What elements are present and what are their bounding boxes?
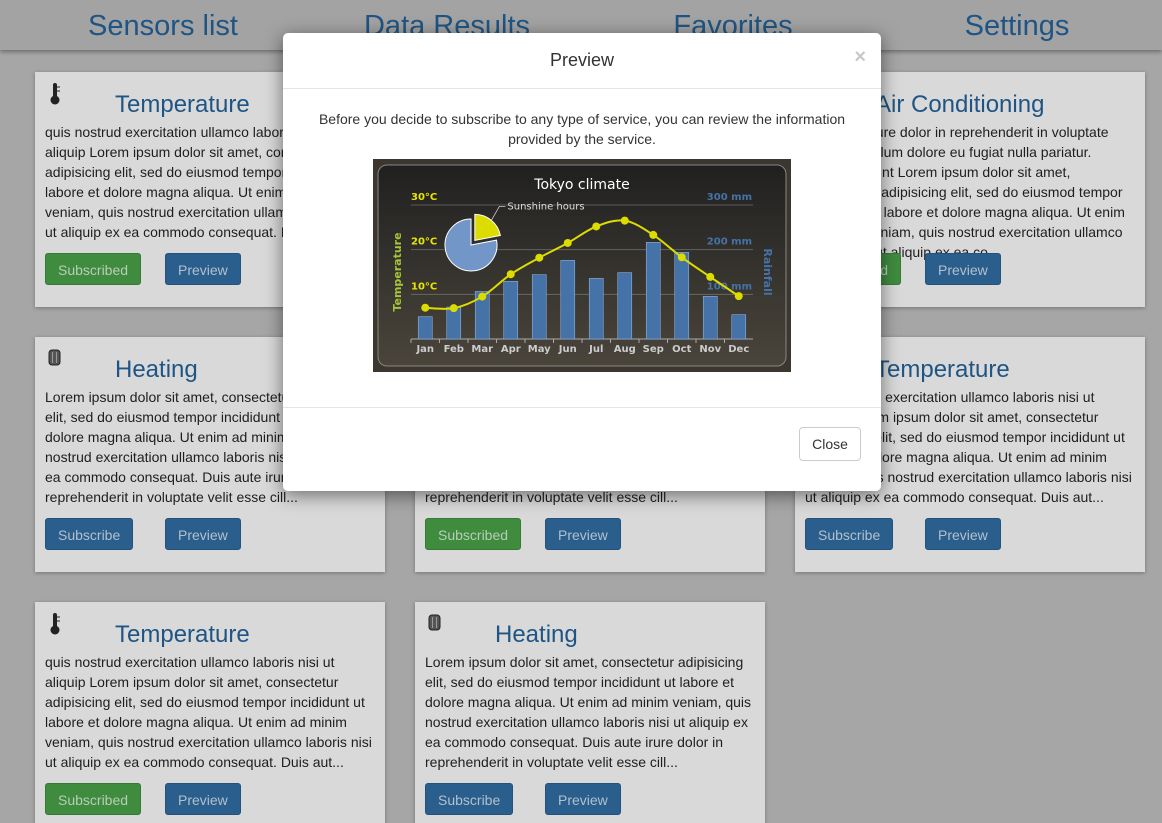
x-tick-label: Nov xyxy=(699,344,721,355)
modal-text: Before you decide to subscribe to any ty… xyxy=(318,111,846,147)
pie-slice xyxy=(444,218,498,272)
preview-modal: Preview × Before you decide to subscribe… xyxy=(283,33,881,491)
thermometer-icon xyxy=(50,613,60,635)
preview-button[interactable]: Preview xyxy=(545,783,621,815)
y-axis-title: Temperature xyxy=(391,232,404,311)
line-point xyxy=(677,253,686,262)
card-title: Heating xyxy=(495,621,578,648)
x-tick-label: Sep xyxy=(643,344,664,355)
card-title: Temperature xyxy=(875,356,1010,383)
x-tick-label: Dec xyxy=(728,344,749,355)
modal-footer xyxy=(283,407,881,408)
bar xyxy=(702,295,718,340)
y-tick-label: 30°C xyxy=(411,192,437,203)
card-title: Temperature xyxy=(115,621,250,648)
preview-button[interactable]: Preview xyxy=(545,518,621,550)
bar xyxy=(560,260,576,340)
line-point xyxy=(649,230,658,239)
y2-tick-label: 200 mm xyxy=(707,237,752,248)
preview-button[interactable]: Preview xyxy=(925,518,1001,550)
x-tick-label: Jul xyxy=(588,344,603,355)
preview-button[interactable]: Preview xyxy=(165,253,241,285)
x-tick-label: Jan xyxy=(415,344,434,355)
preview-button[interactable]: Preview xyxy=(165,518,241,550)
close-button[interactable]: Close xyxy=(799,427,861,461)
line-point xyxy=(421,303,430,312)
card-text: Lorem ipsum dolor sit amet, consectetur … xyxy=(425,654,752,770)
heater-icon xyxy=(428,614,441,631)
x-tick-label: Jun xyxy=(558,344,577,355)
subscribe-button[interactable]: Subscribed xyxy=(45,783,142,815)
bar xyxy=(531,274,547,340)
x-tick-label: Oct xyxy=(672,344,691,355)
nav-tab[interactable]: Sensors list xyxy=(88,10,238,42)
thermometer-icon xyxy=(50,83,60,105)
sensor-card: Temperature quis nostrud exercitation ull… xyxy=(35,602,385,823)
modal-header: Preview × xyxy=(283,33,881,89)
card-title: Temperature xyxy=(115,91,250,118)
line-point xyxy=(563,238,572,247)
heater-icon xyxy=(48,349,61,366)
bar xyxy=(674,252,690,340)
line-point xyxy=(592,222,601,231)
line-point xyxy=(706,272,715,281)
line-point xyxy=(535,253,544,262)
line-point xyxy=(620,216,629,225)
y-tick-label: 20°C xyxy=(411,237,437,248)
x-tick-label: Aug xyxy=(614,344,636,355)
y-tick-label: 10°C xyxy=(411,281,437,292)
subscribe-button[interactable]: Subscribe xyxy=(805,518,894,550)
subscribe-button[interactable]: Subscribed xyxy=(45,253,142,285)
chart-title: Tokyo climate xyxy=(533,177,629,193)
navbar: Sensors list Data Results Favorites Setting… xyxy=(0,0,1162,50)
chart: Tokyo climate 100 mm 200 mm 300 mm 10°C 20°C… xyxy=(373,159,791,372)
modal-title: Preview xyxy=(549,50,615,70)
line-point xyxy=(449,304,458,313)
sensor-card: Heating Lorem ipsum dolor sit amet, conse… xyxy=(415,602,765,823)
bar xyxy=(417,316,433,340)
y2-tick-label: 300 mm xyxy=(707,192,752,203)
x-tick-label: May xyxy=(528,344,551,355)
bar xyxy=(474,291,490,340)
nav-tab[interactable]: Settings xyxy=(964,10,1070,42)
sensor-card: Temperature quis nostrud exercitation ull… xyxy=(795,337,1145,572)
bar xyxy=(617,272,633,340)
line-point xyxy=(478,292,487,301)
y2-tick-label: 100 mm xyxy=(707,281,752,292)
preview-button[interactable]: Preview xyxy=(165,783,241,815)
card-text: quis nostrud exercitation ullamco labori… xyxy=(45,654,372,770)
y2-axis-title: Rainfall xyxy=(761,248,774,295)
bar xyxy=(503,280,519,340)
line-point xyxy=(506,270,515,279)
bar xyxy=(731,314,747,340)
subscribe-button[interactable]: Subscribed xyxy=(425,518,522,550)
line-point xyxy=(734,292,743,301)
preview-button[interactable]: Preview xyxy=(925,253,1001,285)
card-title: Air Conditioning xyxy=(875,91,1045,118)
card-title: Heating xyxy=(115,356,198,383)
x-tick-label: Feb xyxy=(444,344,464,355)
x-tick-label: Apr xyxy=(501,344,521,355)
pie-connector xyxy=(491,205,506,221)
bar xyxy=(588,278,604,340)
x-tick-label: Mar xyxy=(471,344,493,355)
modal-close-x[interactable]: × xyxy=(854,46,866,68)
subscribe-button[interactable]: Subscribe xyxy=(425,783,514,815)
pie-label: Sunshine hours xyxy=(507,201,584,212)
bar xyxy=(645,242,661,340)
subscribe-button[interactable]: Subscribe xyxy=(45,518,134,550)
pie-slice xyxy=(474,213,501,241)
